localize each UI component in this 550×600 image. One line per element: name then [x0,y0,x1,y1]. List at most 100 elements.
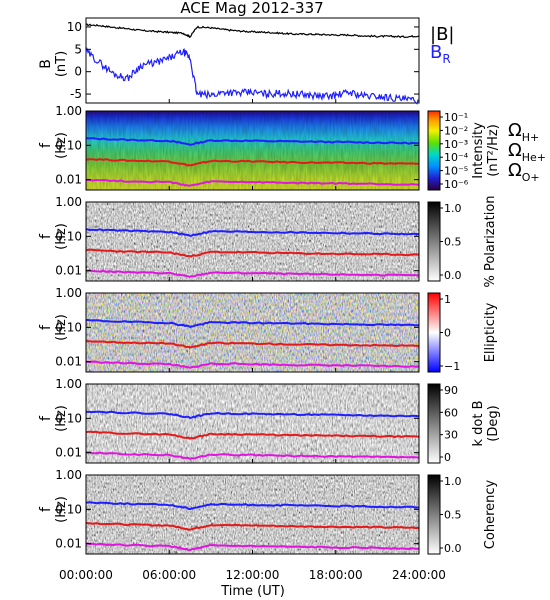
colorbar-tick-label: 0.5 [444,509,462,522]
colorbar-tick-label: 10⁻⁵ [444,165,468,178]
x-tick-label: 00:00:00 [59,568,113,582]
colorbar-tick-label: 0.0 [444,269,462,282]
freq-ylabel: f [38,233,54,239]
kdotb-background [86,384,419,463]
colorbar-tick-label: −1 [444,360,460,373]
colorbar-tick-label: 10⁻⁴ [444,151,469,164]
omega-he-line [85,522,420,531]
freq-ytick-label: 1.00 [55,377,82,391]
legend-omega-main: Ω [508,160,522,181]
freq-ytick-label: 1.00 [55,468,82,482]
legend-omega-he: ΩHe+ [508,140,546,164]
colorbar-tick-label: 90 [444,384,458,397]
intensity-colorbar [427,110,441,191]
freq-ytick-label: 0.01 [55,446,82,460]
gyro-frequency-legend: ΩH+ΩHe+ΩO+ [508,120,546,184]
freq-ylabel: f [38,415,54,421]
field-ytick-label: -5 [70,87,82,101]
intensity-texture [86,111,419,190]
legend-omega-h: ΩH+ [508,120,539,144]
legend-omega-sub: H+ [522,131,540,144]
field-ylabel: B [38,59,54,69]
x-tick-label: 18:00:00 [309,568,363,582]
b-total-line [86,23,420,39]
omega-h-line [85,227,420,237]
omega-he-line [85,340,420,349]
omega-o-line [85,542,420,552]
colorbar-tick-label: 1 [444,293,451,306]
colorbar-tick-label: 1.0 [444,202,462,215]
omega-o-line [85,178,420,187]
colorbar-tick-label: 0 [444,327,451,340]
ellipticity-colorbar-label: Ellipticity [483,302,498,362]
freq-yunit: (Hz) [54,132,69,159]
colorbar-tick-label: 30 [444,429,458,442]
colorbar-tick-label: 0 [444,451,451,464]
colorbar-tick-label: 10⁻⁶ [444,178,469,191]
kdotb-colorbar-label: k dot B [471,400,486,446]
freq-ytick-label: 0.10 [55,411,82,425]
b-radial-line [85,47,420,105]
field-ytick-label: 0 [74,65,82,79]
colorbar-tick-label: 10⁻³ [444,138,468,151]
polarization-colorbar [427,201,441,282]
freq-ytick-label: 0.01 [55,355,82,369]
intensity-colorbar-label: Intensity [471,122,486,179]
polarization-panel: 1.00 0.10 0.01 f (Hz) 1.0 0.5 0.0 % Polarization [38,195,498,288]
coherency-colorbar-label: Coherency [483,479,498,549]
legend-omega-main: Ω [508,140,522,161]
freq-yunit: (Hz) [54,314,69,341]
omega-h-line [85,318,420,328]
freq-ylabel: f [38,506,54,512]
freq-ytick-label: 0.10 [55,229,82,243]
polarization-colorbar-label: % Polarization [483,195,498,287]
omega-o-line [85,269,420,278]
x-axis: 00:00:00 06:00:00 12:00:00 18:00:00 24:00:00 [59,99,446,582]
legend-b-radial-sub: R [442,52,450,66]
omega-he-line [85,248,420,258]
chart-title: ACE Mag 2012-337 [180,0,323,17]
field-ytick-label: 5 [74,42,82,56]
colorbar-tick-label: 0.0 [444,542,462,555]
coherency-background [86,475,419,554]
freq-ytick-label: 0.01 [55,173,82,187]
freq-ytick-label: 0.10 [55,320,82,334]
legend-omega-sub: O+ [522,171,540,184]
freq-yunit: (Hz) [54,405,69,432]
kdotb-colorbar [427,383,441,464]
omega-he-line [85,158,420,167]
legend-omega-sub: He+ [522,151,546,164]
colorbar-tick-label: 10⁻² [444,124,468,137]
freq-ytick-label: 0.10 [55,502,82,516]
legend-b-total: |B| [430,24,454,45]
colorbar-tick-label: 60 [444,406,458,419]
legend-omega-o: ΩO+ [508,160,540,184]
freq-ylabel: f [38,142,54,148]
intensity-colorbar-unit: (nT²/Hz) [486,124,501,177]
legend-omega-main: Ω [508,120,522,141]
freq-ytick-label: 0.01 [55,264,82,278]
x-tick-label: 06:00:00 [142,568,196,582]
ellipticity-colorbar [427,292,441,373]
freq-ytick-label: 0.01 [55,537,82,551]
x-tick-label: 12:00:00 [226,568,280,582]
omega-o-line [85,451,420,460]
freq-yunit: (Hz) [54,496,69,523]
omega-h-line [85,137,419,146]
polarization-background [86,202,419,281]
omega-o-line [85,360,420,369]
colorbar-tick-label: 10⁻¹ [444,111,468,124]
ellipticity-background [86,293,419,372]
omega-h-line [85,501,420,511]
legend-b-radial: BR [430,42,451,66]
x-tick-label: 24:00:00 [392,568,446,582]
freq-ytick-label: 1.00 [55,104,82,118]
frequency-panels: 1.000.100.01f (Hz)10⁻¹10⁻²10⁻³10⁻⁴10⁻⁵10⁻… [38,104,546,555]
omega-h-line [85,410,420,420]
field-yunit: (nT) [54,51,69,77]
ellipticity-panel: 1.00 0.10 0.01 f (Hz) 1 0 −1 Ellipticity [38,286,498,373]
colorbar-tick-label: 1.0 [444,475,462,488]
field-panel-frame [85,17,420,104]
